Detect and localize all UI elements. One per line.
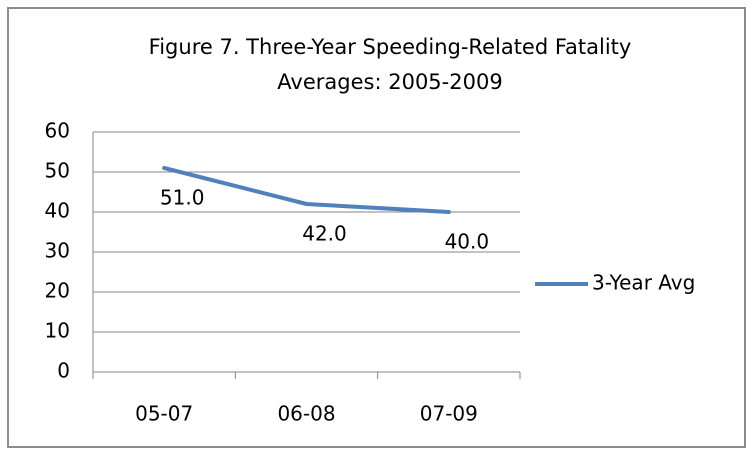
data-label: 40.0 bbox=[445, 230, 490, 254]
y-tick-label: 0 bbox=[57, 359, 70, 383]
data-line bbox=[162, 166, 451, 214]
y-tick-label: 10 bbox=[45, 319, 70, 343]
x-tick-label: 06-08 bbox=[277, 402, 335, 426]
y-tick-label: 40 bbox=[45, 199, 70, 223]
chart-frame bbox=[7, 7, 746, 448]
x-tick-label: 05-07 bbox=[135, 402, 193, 426]
y-tick-label: 60 bbox=[45, 119, 70, 143]
x-tick-label: 07-09 bbox=[420, 402, 478, 426]
chart-title: Figure 7. Three-Year Speeding-Related Fa… bbox=[148, 35, 632, 94]
y-tick-label: 30 bbox=[45, 239, 70, 263]
data-label: 42.0 bbox=[302, 222, 347, 246]
data-label: 51.0 bbox=[160, 186, 205, 210]
y-tick-label: 50 bbox=[45, 159, 70, 183]
y-tick-label: 20 bbox=[45, 279, 70, 303]
legend-label: 3-Year Avg bbox=[592, 271, 695, 295]
